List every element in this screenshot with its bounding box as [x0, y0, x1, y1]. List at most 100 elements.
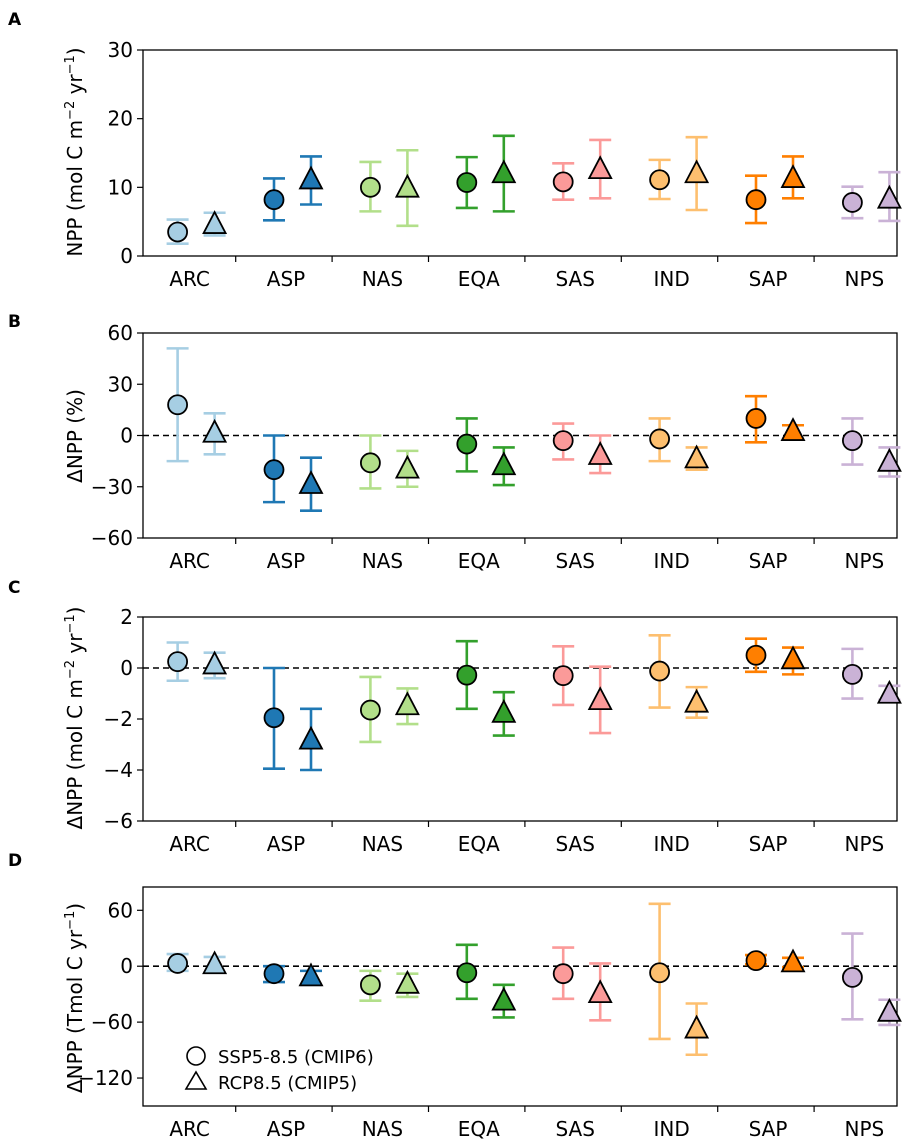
data-point-circle	[842, 430, 863, 452]
x-tick-label: ARC	[169, 267, 210, 291]
data-point-circle	[745, 644, 767, 666]
data-point-circle	[167, 953, 189, 974]
data-point-circle	[359, 452, 381, 474]
plot-frame	[142, 49, 898, 257]
legend-triangle-icon	[184, 1070, 208, 1090]
data-point-triangle	[684, 444, 710, 469]
data-point-triangle	[587, 441, 613, 465]
data-point-circle	[359, 974, 381, 996]
data-point-circle	[456, 172, 478, 193]
y-tick-label: −120	[78, 1066, 133, 1090]
y-tick-label: −30	[91, 475, 133, 499]
data-point-triangle	[298, 165, 324, 190]
x-tick-label: SAS	[555, 1117, 594, 1141]
y-tick-label: 0	[120, 954, 133, 978]
data-point-circle	[842, 966, 863, 988]
y-tick-label: 60	[108, 321, 133, 345]
data-point-circle	[456, 664, 478, 686]
data-point-triangle	[876, 447, 902, 472]
x-tick-label: ARC	[169, 1117, 210, 1141]
y-tick-label: 30	[108, 38, 133, 62]
y-tick-label: 20	[108, 107, 133, 131]
panel-c-ylabel: ΔNPP (mol C m−2 yr−1)	[63, 607, 87, 830]
x-tick-label: NPS	[845, 1117, 885, 1141]
data-point-circle	[263, 459, 285, 481]
x-tick-label: ASP	[267, 549, 305, 573]
x-tick-label: EQA	[458, 832, 500, 856]
y-tick-label: 0	[120, 656, 133, 680]
panel-a-plot: 0102030ARCASPNASEQASASINDSAPNPSEQPSPSSOC…	[108, 38, 902, 291]
y-tick-label: −2	[104, 707, 133, 731]
data-point-triangle	[780, 645, 806, 670]
data-point-triangle	[202, 650, 228, 675]
data-point-circle	[745, 950, 767, 972]
data-point-triangle	[587, 979, 613, 1004]
x-tick-label: EQA	[458, 1117, 500, 1141]
data-point-circle	[552, 963, 574, 985]
panel-b: B −60−3003060ARCASPNASEQASASINDSAPNPSEQP…	[8, 312, 902, 573]
data-point-circle	[552, 430, 574, 452]
data-point-circle	[263, 189, 285, 211]
data-point-triangle	[298, 725, 324, 750]
x-tick-label: NAS	[362, 549, 403, 573]
x-tick-label: ASP	[267, 1117, 305, 1141]
data-point-triangle	[780, 417, 806, 441]
y-tick-label: −60	[91, 1010, 133, 1034]
data-point-triangle	[298, 470, 324, 494]
x-tick-label: IND	[653, 832, 689, 856]
x-tick-label: SAP	[749, 1117, 788, 1141]
panel-b-letter: B	[8, 312, 21, 332]
data-point-triangle	[587, 155, 613, 180]
data-point-triangle	[394, 454, 420, 479]
x-tick-label: IND	[653, 549, 689, 573]
data-point-circle	[456, 433, 478, 455]
panel-c-plot: −6−4−202ARCASPNASEQASASINDSAPNPSEQPSPSSO…	[104, 605, 902, 856]
x-tick-label: ARC	[169, 832, 210, 856]
y-tick-label: 30	[108, 372, 133, 396]
data-point-circle	[167, 221, 189, 243]
x-tick-label: SAS	[555, 549, 594, 573]
data-point-triangle	[684, 688, 710, 713]
panel-c-letter: C	[8, 578, 20, 598]
x-tick-label: SAP	[749, 267, 788, 291]
data-point-triangle	[491, 698, 517, 723]
x-tick-label: IND	[653, 267, 689, 291]
data-point-circle	[745, 408, 767, 429]
data-point-triangle	[684, 1014, 710, 1039]
legend-circle-icon	[186, 1046, 206, 1066]
data-point-circle	[456, 962, 478, 984]
data-point-triangle	[876, 184, 902, 209]
legend-cmip6-label: SSP5-8.5 (CMIP6)	[218, 1047, 374, 1068]
y-tick-label: 0	[120, 244, 133, 268]
panel-a-letter: A	[8, 10, 22, 30]
panel-d-ylabel: ΔNPP (Tmol C yr−1)	[63, 903, 87, 1093]
x-tick-label: EQA	[458, 267, 500, 291]
data-point-triangle	[202, 950, 228, 975]
data-point-circle	[649, 660, 670, 682]
data-point-circle	[552, 665, 574, 687]
data-point-triangle	[587, 686, 613, 711]
data-point-triangle	[298, 962, 324, 987]
panel-b-plot: −60−3003060ARCASPNASEQASASINDSAPNPSEQPSP…	[91, 321, 902, 573]
y-tick-label: −6	[104, 809, 133, 833]
data-point-triangle	[394, 969, 420, 994]
data-point-triangle	[394, 173, 420, 198]
y-tick-label: 0	[120, 424, 133, 448]
x-tick-label: NAS	[362, 832, 403, 856]
data-point-circle	[552, 171, 574, 193]
data-point-triangle	[780, 948, 806, 973]
data-point-triangle	[876, 679, 902, 704]
data-point-circle	[649, 169, 670, 191]
data-point-triangle	[491, 159, 517, 184]
x-tick-label: NAS	[362, 267, 403, 291]
x-tick-label: NPS	[845, 549, 885, 573]
x-tick-label: SAP	[749, 832, 788, 856]
legend: SSP5-8.5 (CMIP6) RCP8.5 (CMIP5)	[184, 1046, 374, 1094]
y-tick-label: −4	[104, 758, 133, 782]
panel-a: A 0102030ARCASPNASEQASASINDSAPNPSEQPSPSS…	[8, 10, 902, 291]
data-point-triangle	[394, 691, 420, 716]
x-tick-label: NPS	[845, 267, 885, 291]
data-point-circle	[649, 428, 670, 450]
panel-a-ylabel: NPP (mol C m−2 yr−1)	[63, 47, 87, 256]
